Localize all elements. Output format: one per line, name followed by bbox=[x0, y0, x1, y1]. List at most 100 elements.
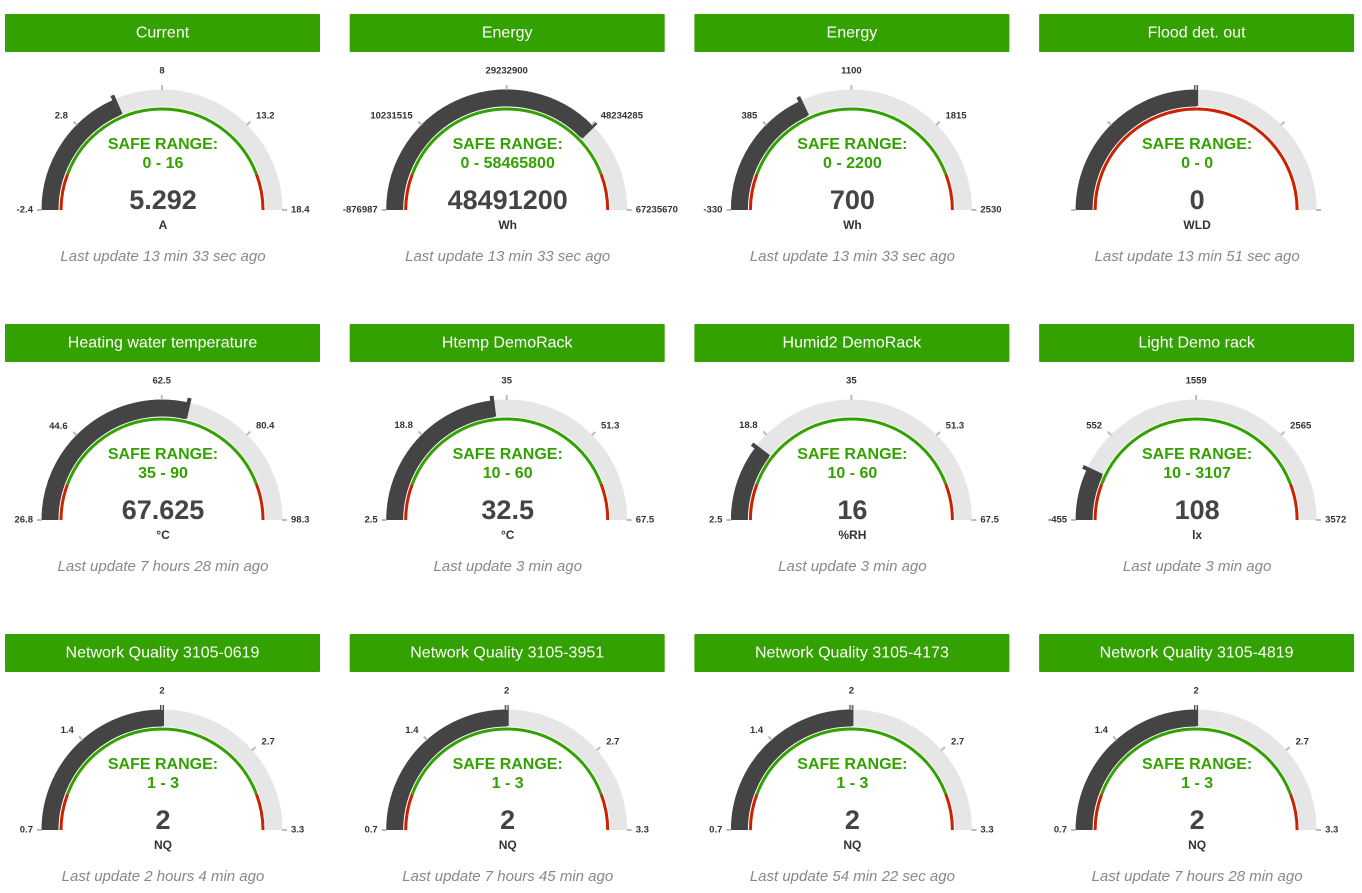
tick-label: 10231515 bbox=[370, 110, 413, 121]
safe-range: 10 - 3107 bbox=[1163, 465, 1231, 482]
tick-label: 2.5 bbox=[364, 515, 378, 526]
gauge-value: 2 bbox=[1190, 805, 1205, 835]
last-update: Last update 2 hours 4 min ago bbox=[62, 868, 265, 885]
card-header bbox=[5, 14, 320, 52]
gauge-unit: Wh bbox=[498, 218, 517, 232]
gauge-card: Heating water temperature 26.8 44.6 62.5 80.… bbox=[5, 324, 320, 575]
last-update: Last update 7 hours 28 min ago bbox=[1092, 868, 1303, 885]
unsafe-arc bbox=[748, 483, 759, 521]
card-header bbox=[694, 324, 1010, 362]
tick-label: 67235670 bbox=[636, 205, 678, 216]
unsafe-arc bbox=[255, 793, 265, 831]
tick-mark bbox=[72, 431, 78, 437]
card-title: Network Quality 3105-4819 bbox=[1100, 645, 1294, 662]
card-header bbox=[349, 634, 665, 672]
unsafe-arc bbox=[944, 483, 954, 521]
tick-label: 67.5 bbox=[636, 515, 655, 526]
card-title: Energy bbox=[482, 25, 533, 42]
tick-mark bbox=[940, 746, 946, 752]
tick-label: 3572 bbox=[1325, 515, 1346, 526]
gauge-unit: Wh bbox=[843, 218, 862, 232]
tick-label: 0.7 bbox=[364, 825, 377, 836]
tick-mark bbox=[767, 735, 773, 741]
safe-arc bbox=[66, 107, 258, 175]
tick-label: 2.5 bbox=[709, 515, 723, 526]
gauge-value-arc bbox=[386, 709, 507, 831]
last-update: Last update 13 min 33 sec ago bbox=[60, 248, 265, 265]
gauge-value-arc bbox=[386, 400, 495, 521]
gauge-unit: WLD bbox=[1183, 218, 1211, 232]
safe-arc bbox=[66, 417, 258, 485]
tick-label: 1815 bbox=[945, 110, 967, 121]
unsafe-arc bbox=[1289, 793, 1299, 831]
gauge-value: 67.625 bbox=[122, 495, 205, 525]
gauge-unit: NQ bbox=[154, 838, 172, 852]
gauge-unit: °C bbox=[501, 528, 515, 542]
last-update: Last update 13 min 33 sec ago bbox=[405, 248, 610, 265]
tick-mark bbox=[595, 746, 601, 752]
gauge-needle bbox=[1082, 465, 1103, 478]
tick-mark bbox=[935, 120, 941, 126]
safe-range-label: SAFE RANGE: bbox=[453, 136, 563, 153]
tick-label: -876987 bbox=[343, 205, 378, 216]
gauge-unit: %RH bbox=[838, 528, 866, 542]
unsafe-arc bbox=[944, 793, 954, 831]
gauge-value-arc bbox=[41, 99, 122, 211]
unsafe-arc bbox=[404, 483, 414, 521]
unsafe-arc bbox=[599, 483, 610, 521]
tick-label: 385 bbox=[741, 110, 758, 121]
gauge-value-arc bbox=[386, 89, 593, 211]
tick-label: 2 bbox=[1193, 686, 1198, 697]
unsafe-arc bbox=[599, 793, 610, 831]
gauge-value-arc bbox=[41, 399, 189, 521]
card-title: Light Demo rack bbox=[1138, 335, 1255, 352]
last-update: Last update 3 min ago bbox=[433, 558, 581, 575]
gauge-card: Light Demo rack -455 552 1559 2565 3572 SAFE R… bbox=[1039, 324, 1355, 575]
gauge-card: Flood det. out SAFE RANGE: 0 - 0 0 WLD Last u… bbox=[1039, 14, 1355, 265]
tick-label: 3.3 bbox=[980, 825, 993, 836]
card-title: Network Quality 3105-3951 bbox=[410, 645, 604, 662]
safe-arc bbox=[410, 107, 603, 175]
card-header bbox=[349, 324, 665, 362]
gauge-unit: NQ bbox=[499, 838, 517, 852]
tick-label: 48234285 bbox=[601, 110, 644, 121]
safe-range-label: SAFE RANGE: bbox=[453, 756, 563, 773]
tick-label: 0.7 bbox=[709, 825, 722, 836]
gauge-unit: A bbox=[159, 218, 168, 232]
safe-arc bbox=[66, 727, 258, 795]
tick-mark bbox=[423, 735, 428, 741]
tick-label: 3.3 bbox=[291, 825, 304, 836]
last-update: Last update 3 min ago bbox=[778, 558, 926, 575]
gauge-unit: °C bbox=[156, 528, 170, 542]
tick-label: 62.5 bbox=[152, 376, 171, 387]
tick-label: 2.8 bbox=[55, 110, 68, 121]
gauge-value: 32.5 bbox=[481, 495, 534, 525]
unsafe-arc bbox=[1093, 483, 1104, 521]
card-title: Humid2 DemoRack bbox=[783, 335, 923, 352]
last-update: Last update 13 min 51 sec ago bbox=[1095, 248, 1300, 265]
last-update: Last update 54 min 22 sec ago bbox=[750, 868, 955, 885]
card-title: Network Quality 3105-0619 bbox=[66, 645, 260, 662]
gauge-card: Network Quality 3105-4819 0.7 1.4 2 2.7 3.3 SA… bbox=[1039, 634, 1355, 885]
safe-range: 1 - 3 bbox=[836, 775, 868, 792]
gauge-needle bbox=[489, 395, 497, 417]
safe-range-label: SAFE RANGE: bbox=[108, 756, 218, 773]
tick-mark bbox=[762, 120, 768, 126]
card-title: Heating water temperature bbox=[68, 335, 258, 352]
safe-arc bbox=[1100, 727, 1292, 795]
tick-label: 2 bbox=[849, 686, 854, 697]
gauge-unit: NQ bbox=[1188, 838, 1206, 852]
card-header bbox=[5, 634, 320, 672]
safe-range: 0 - 58465800 bbox=[461, 155, 555, 172]
tick-label: 1100 bbox=[841, 66, 862, 77]
gauge-value: 2 bbox=[155, 805, 170, 835]
unsafe-arc bbox=[59, 483, 69, 521]
gauge-track bbox=[1075, 399, 1317, 521]
card-header bbox=[1039, 14, 1355, 52]
tick-mark bbox=[246, 430, 251, 436]
tick-label: 1559 bbox=[1186, 376, 1207, 387]
safe-arc bbox=[755, 727, 948, 795]
gauge-value: 108 bbox=[1175, 495, 1220, 525]
gauge-value: 48491200 bbox=[448, 185, 568, 215]
